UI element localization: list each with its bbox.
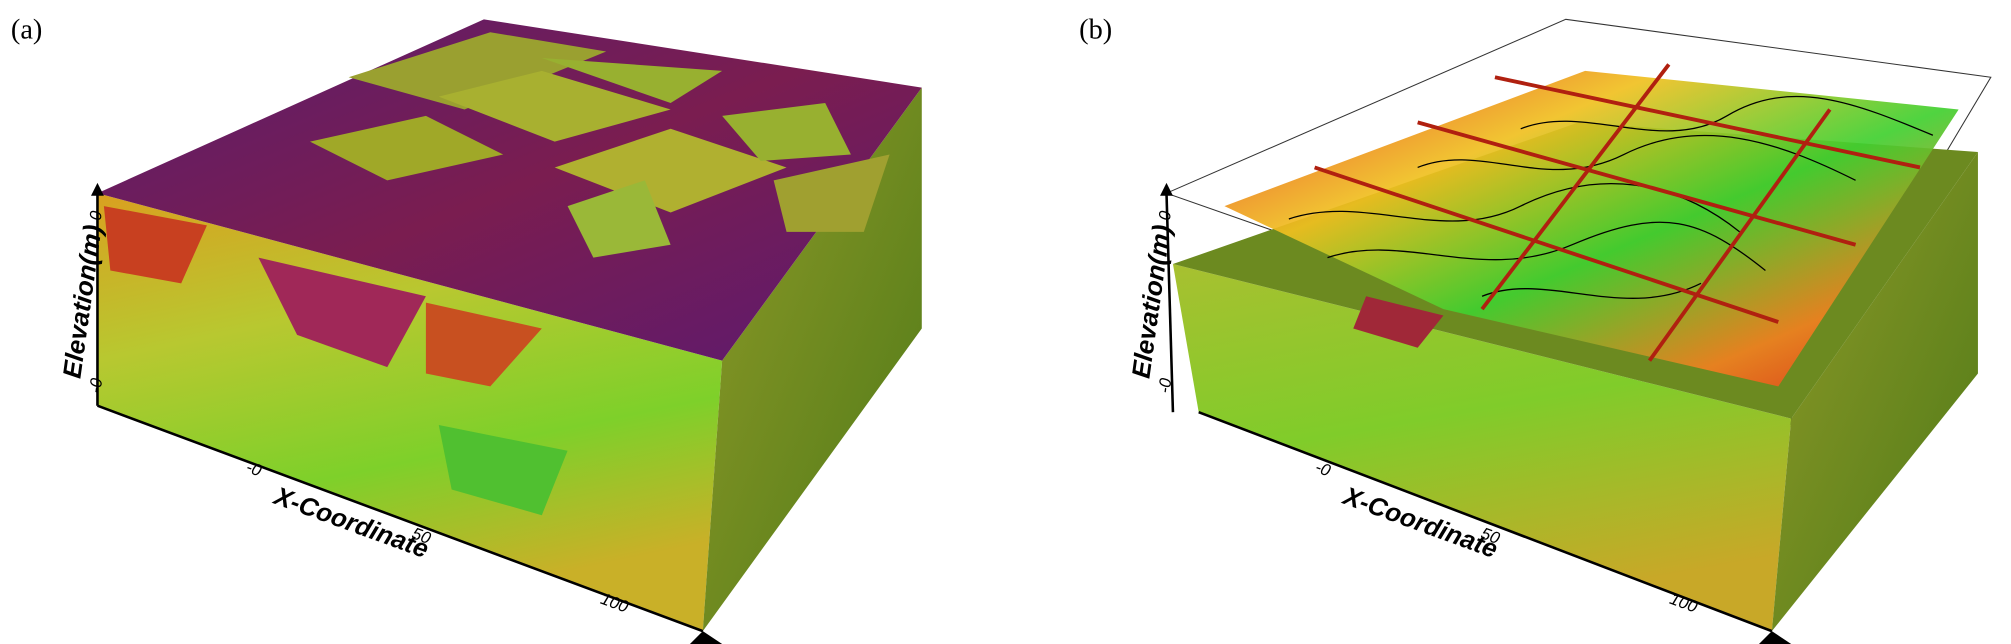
- block-a: [91, 19, 922, 644]
- x-tick-label: -0: [1313, 457, 1334, 480]
- y-tick-label: 0: [86, 209, 106, 222]
- x-tick-label: -0: [244, 457, 265, 480]
- block-b: [1160, 18, 1992, 644]
- panel-label: (a): [11, 15, 42, 46]
- y-tick-label: -0: [1154, 376, 1175, 394]
- y-tick-label: 0: [1155, 209, 1175, 222]
- panel-label: (b): [1079, 15, 1112, 46]
- y-tick-label: -0: [85, 376, 106, 394]
